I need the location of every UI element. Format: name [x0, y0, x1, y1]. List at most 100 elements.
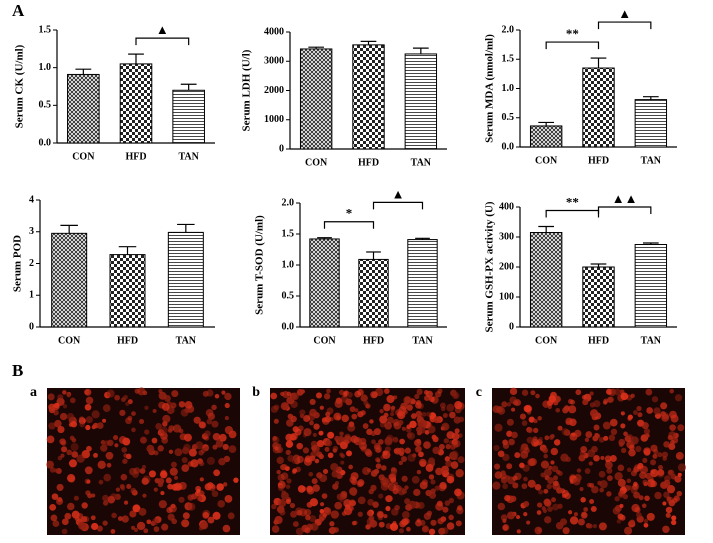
- cell: [312, 484, 320, 492]
- x-tick-label: HFD: [588, 155, 609, 166]
- cell: [324, 415, 332, 423]
- significance-bracket: [597, 206, 652, 214]
- cell: [521, 420, 528, 426]
- y-axis-label: Serum POD: [12, 235, 24, 292]
- cell: [451, 432, 460, 441]
- cell: [580, 497, 586, 503]
- cell: [84, 403, 92, 411]
- cell: [85, 416, 93, 424]
- panel-label: B: [12, 361, 23, 380]
- cell: [375, 457, 381, 463]
- cell: [48, 406, 56, 414]
- cell: [379, 415, 388, 424]
- cell: [455, 469, 464, 478]
- cell: [98, 479, 104, 485]
- cell: [516, 529, 521, 534]
- cell: [557, 425, 563, 431]
- cell: [643, 447, 651, 455]
- cell: [367, 468, 372, 473]
- cell: [511, 407, 516, 412]
- cell: [638, 495, 644, 501]
- cell: [528, 416, 535, 423]
- cell: [394, 447, 402, 455]
- cell: [434, 485, 440, 491]
- cell: [409, 420, 417, 429]
- cell: [404, 447, 411, 454]
- cell: [199, 477, 204, 482]
- cell: [367, 498, 374, 506]
- cell: [119, 484, 125, 490]
- cell: [315, 392, 323, 399]
- cell: [669, 424, 676, 431]
- cell: [629, 519, 635, 526]
- cell: [285, 484, 291, 489]
- cell: [366, 510, 373, 517]
- cell: [85, 424, 91, 431]
- micrograph: [46, 387, 240, 535]
- cell: [385, 505, 391, 512]
- y-tick-label: 1.5: [39, 24, 52, 35]
- cell: [274, 446, 279, 451]
- cell: [148, 470, 157, 478]
- cell: [271, 503, 277, 510]
- cell: [630, 393, 635, 399]
- cell: [59, 438, 66, 445]
- cell: [90, 515, 96, 521]
- cell: [450, 444, 456, 450]
- cell: [46, 460, 54, 469]
- cell: [527, 427, 534, 434]
- cell: [652, 453, 658, 459]
- cell: [442, 506, 449, 513]
- cell: [438, 443, 445, 450]
- cell: [407, 453, 416, 462]
- cell: [527, 458, 536, 467]
- cell: [569, 516, 579, 525]
- cell: [561, 428, 570, 436]
- cell: [533, 441, 538, 446]
- cell: [540, 472, 546, 478]
- cell: [674, 394, 683, 402]
- cell: [102, 520, 108, 526]
- cell: [666, 496, 672, 502]
- cell: [643, 522, 649, 528]
- cell: [287, 413, 294, 420]
- image-label: c: [476, 385, 482, 400]
- y-tick-label: 0.0: [39, 137, 52, 148]
- cell: [394, 504, 400, 511]
- cell: [556, 487, 563, 494]
- cell: [620, 392, 629, 401]
- cell: [183, 433, 192, 442]
- cell: [547, 506, 553, 513]
- cell: [633, 481, 638, 487]
- cell: [211, 420, 219, 428]
- cell: [120, 473, 128, 481]
- y-tick-label: 1.5: [502, 54, 515, 65]
- cell: [276, 456, 284, 465]
- cell: [404, 485, 409, 490]
- cell: [624, 526, 633, 535]
- cell: [501, 401, 508, 408]
- cell: [618, 490, 624, 496]
- cell: [627, 416, 632, 421]
- x-tick-label: HFD: [125, 151, 146, 162]
- cell: [378, 439, 384, 445]
- cell: [583, 507, 588, 512]
- cell: [609, 454, 617, 462]
- cell: [359, 442, 368, 450]
- cell: [454, 488, 462, 497]
- cell: [125, 453, 132, 460]
- cell: [454, 401, 463, 410]
- cell: [153, 487, 158, 492]
- cell: [665, 506, 673, 514]
- cell: [415, 445, 422, 453]
- cell: [398, 528, 405, 534]
- cell: [71, 510, 80, 519]
- cell: [416, 388, 423, 395]
- cell: [509, 387, 518, 396]
- cell: [377, 511, 384, 519]
- cell: [309, 498, 319, 507]
- cell: [437, 517, 444, 525]
- cell: [158, 500, 167, 509]
- cell: [61, 528, 68, 535]
